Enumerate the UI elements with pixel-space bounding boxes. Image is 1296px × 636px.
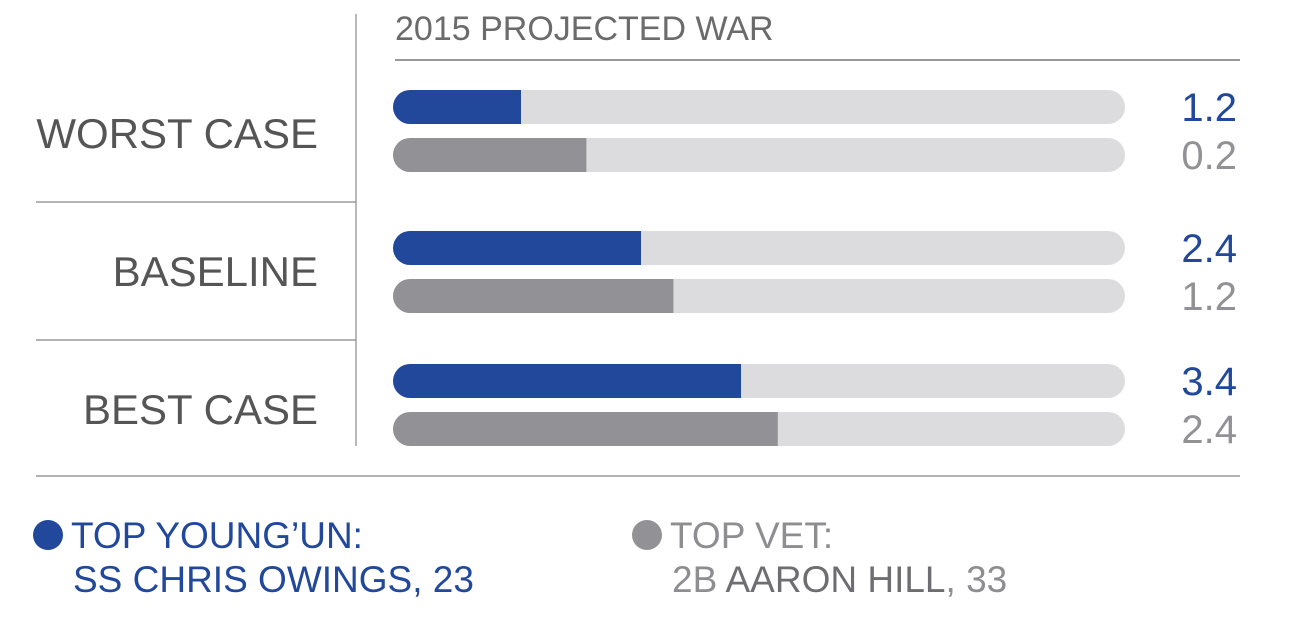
legend-young-name: CHRIS OWINGS — [132, 559, 413, 600]
bar — [393, 412, 778, 446]
legend-vet-name: AARON HILL — [725, 559, 946, 600]
bar — [393, 90, 521, 124]
legend-young-age: , 23 — [412, 559, 474, 600]
category-label: BASELINE — [113, 248, 318, 295]
legend-vet: TOP VET: 2B AARON HILL, 33 — [632, 514, 1007, 602]
legend-vet-age: , 33 — [945, 559, 1008, 600]
bar-value-label: 2.4 — [1181, 408, 1237, 452]
legend-young-position: SS — [73, 559, 133, 600]
category-label: BEST CASE — [83, 386, 318, 433]
bar-value-label: 2.4 — [1181, 227, 1237, 271]
legend-young: TOP YOUNG’UN: SS CHRIS OWINGS, 23 — [33, 514, 474, 602]
bar-value-label: 1.2 — [1181, 275, 1237, 319]
legend-dot-young — [33, 520, 63, 550]
bar — [393, 364, 741, 398]
bar-value-label: 0.2 — [1181, 134, 1237, 178]
bar-track — [393, 90, 1125, 124]
category-label: WORST CASE — [36, 110, 318, 157]
bar — [393, 231, 641, 265]
legend-dot-vet — [632, 520, 662, 550]
chart-title: 2015 PROJECTED WAR — [395, 10, 774, 48]
bar — [393, 138, 587, 172]
legend-young-heading: TOP YOUNG’UN: — [71, 515, 363, 556]
bar-value-label: 1.2 — [1181, 86, 1237, 130]
bar — [393, 279, 674, 313]
bar-value-label: 3.4 — [1181, 360, 1237, 404]
legend-vet-position: 2B — [672, 559, 726, 600]
legend-vet-heading: TOP VET: — [670, 515, 834, 556]
